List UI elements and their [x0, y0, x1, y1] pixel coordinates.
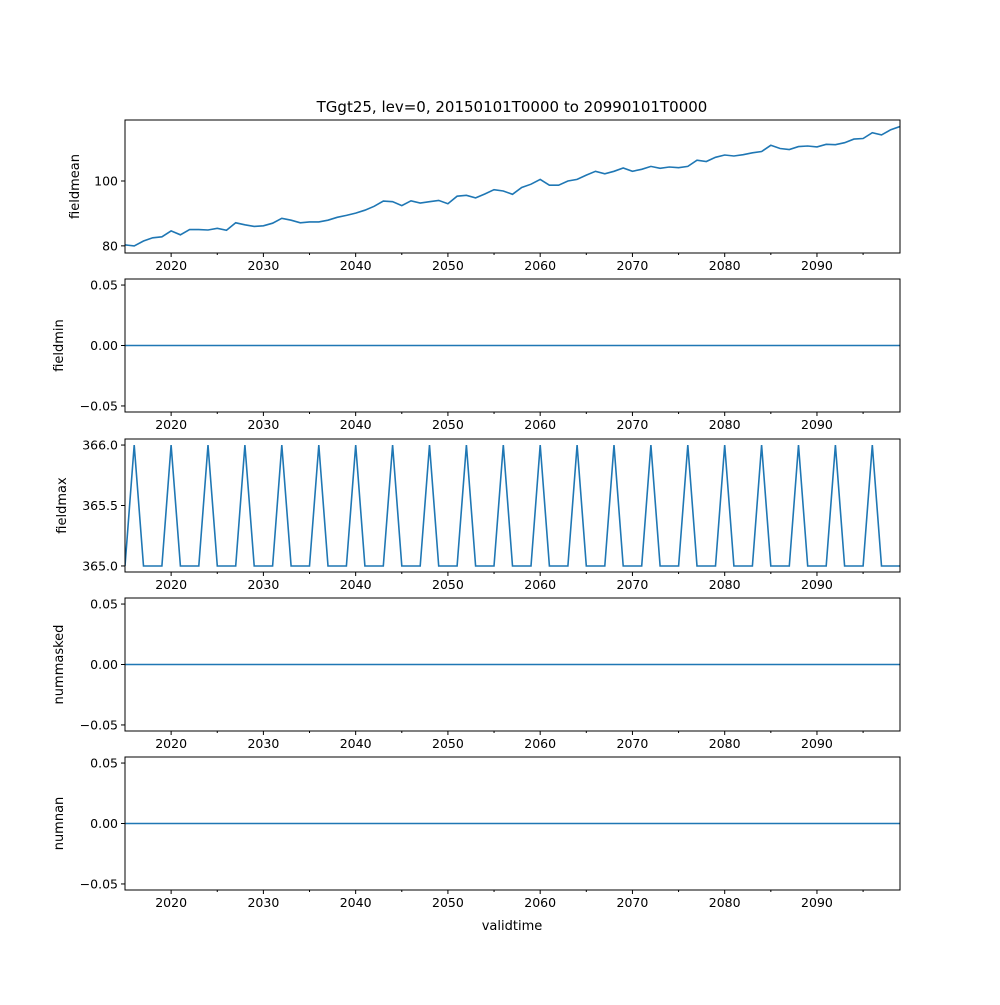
y-tick-label: 100: [94, 173, 118, 188]
x-tick-label: 2090: [801, 577, 833, 592]
y-axis-label: numnan: [52, 797, 67, 851]
y-tick-label: 0.05: [90, 756, 118, 771]
x-tick-label: 2040: [340, 736, 372, 751]
x-tick-label: 2080: [709, 736, 741, 751]
y-tick-label: −0.05: [80, 398, 118, 413]
x-tick-label: 2020: [155, 736, 187, 751]
x-tick-label: 2050: [432, 417, 464, 432]
chart-title: TGgt25, lev=0, 20150101T0000 to 20990101…: [316, 98, 708, 116]
x-tick-label: 2080: [709, 258, 741, 273]
x-tick-label: 2060: [524, 895, 556, 910]
y-tick-label: −0.05: [80, 876, 118, 891]
x-tick-label: 2090: [801, 258, 833, 273]
x-tick-label: 2050: [432, 258, 464, 273]
panel-numnan: 2020 2030 2040 2050 2060 2070 2080 2090 −0.05 0.0…: [52, 756, 901, 910]
y-axis-label: fieldmax: [55, 477, 70, 534]
x-tick-label: 2080: [709, 417, 741, 432]
panel-fieldmin: 2020 2030 2040 2050 2060 2070 2080 2090 −0.05 0.0…: [52, 278, 901, 432]
y-tick-label: −0.05: [80, 717, 118, 732]
x-tick-label: 2040: [340, 577, 372, 592]
y-tick-label: 0.00: [90, 338, 118, 353]
x-tick-label: 2070: [617, 577, 649, 592]
x-tick-label: 2090: [801, 417, 833, 432]
y-tick-label: 0.00: [90, 657, 118, 672]
axes-frame: [124, 438, 901, 573]
panel-nummasked: 2020 2030 2040 2050 2060 2070 2080 2090 −0.05 0.0…: [52, 597, 901, 751]
x-tick-label: 2060: [524, 417, 556, 432]
x-tick-label: 2070: [617, 258, 649, 273]
x-tick-label: 2070: [617, 736, 649, 751]
y-axis-label: fieldmin: [52, 319, 67, 372]
y-tick-label: 0.00: [90, 816, 118, 831]
x-tick-label: 2060: [524, 258, 556, 273]
y-tick-label: 0.05: [90, 278, 118, 293]
axes-frame: [124, 119, 901, 254]
x-tick-label: 2090: [801, 736, 833, 751]
x-tick-label: 2030: [247, 258, 279, 273]
x-axis-label: validtime: [482, 919, 543, 934]
x-tick-label: 2050: [432, 577, 464, 592]
x-tick-label: 2030: [247, 417, 279, 432]
x-tick-label: 2070: [617, 417, 649, 432]
x-tick-label: 2040: [340, 895, 372, 910]
panel-fieldmean: 2020 2030 2040 2050 2060 2070 2080 2090 80 100 fie…: [68, 119, 901, 273]
x-tick-label: 2060: [524, 577, 556, 592]
y-tick-label: 80: [102, 238, 118, 253]
x-tick-label: 2040: [340, 258, 372, 273]
x-tick-label: 2020: [155, 417, 187, 432]
x-tick-label: 2020: [155, 258, 187, 273]
x-tick-label: 2070: [617, 895, 649, 910]
y-tick-label: 366.0: [82, 438, 118, 453]
y-tick-label: 365.0: [82, 558, 118, 573]
series-line-fieldmax: [125, 444, 900, 567]
x-tick-label: 2020: [155, 577, 187, 592]
x-tick-label: 2050: [432, 895, 464, 910]
x-tick-label: 2090: [801, 895, 833, 910]
series-line-fieldmean: [125, 125, 900, 247]
x-tick-label: 2080: [709, 577, 741, 592]
y-tick-label: 0.05: [90, 597, 118, 612]
x-tick-label: 2030: [247, 895, 279, 910]
x-tick-label: 2040: [340, 417, 372, 432]
x-tick-label: 2060: [524, 736, 556, 751]
x-tick-label: 2050: [432, 736, 464, 751]
y-axis-label: nummasked: [52, 625, 67, 705]
panel-fieldmax: 2020 2030 2040 2050 2060 2070 2080 2090 365.0 365…: [55, 438, 901, 592]
x-tick-label: 2030: [247, 577, 279, 592]
y-axis-label: fieldmean: [68, 154, 83, 219]
x-tick-label: 2020: [155, 895, 187, 910]
x-tick-label: 2030: [247, 736, 279, 751]
y-tick-label: 365.5: [82, 498, 118, 513]
x-tick-label: 2080: [709, 895, 741, 910]
